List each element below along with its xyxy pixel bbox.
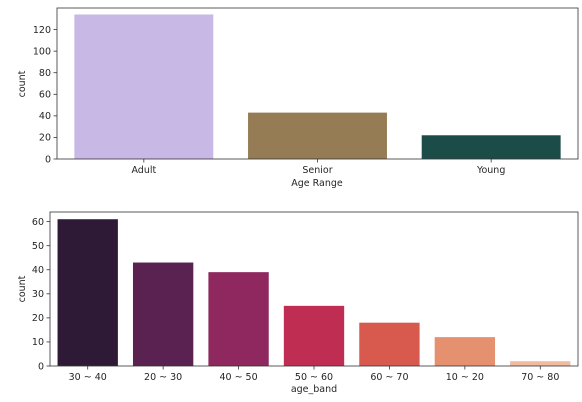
bar [74, 14, 214, 159]
y-tick-label: 0 [45, 154, 51, 165]
bar [421, 135, 561, 159]
bar [208, 272, 269, 366]
y-tick-label: 100 [33, 46, 51, 57]
x-axis-label: Age Range [291, 178, 343, 189]
y-tick-label: 0 [38, 361, 44, 372]
x-tick-label: Senior [302, 165, 332, 176]
y-tick-label: 50 [32, 241, 44, 252]
bar [510, 361, 571, 366]
bar [359, 322, 420, 366]
x-tick-label: Young [476, 165, 505, 176]
bar [434, 337, 496, 366]
bar [283, 305, 345, 366]
x-tick-label: 70 ~ 80 [521, 372, 559, 383]
age-range-chart: Age Range count Adult Senior Young 0 20 40 60 8… [17, 7, 579, 189]
x-tick-label: 40 ~ 50 [219, 372, 257, 383]
x-axis-label: age_band [291, 384, 337, 395]
age-band-chart: age_band count 30 ~ 40 20 ~ 30 40 ~ 50 50 ~… [17, 211, 579, 395]
y-tick-label: 20 [32, 313, 44, 324]
bar [132, 262, 194, 366]
y-tick-label: 30 [32, 289, 44, 300]
x-tick-label: 20 ~ 30 [144, 372, 182, 383]
y-tick-label: 40 [32, 265, 44, 276]
y-tick-label: 80 [39, 68, 51, 79]
bar [57, 219, 118, 366]
y-tick-label: 60 [32, 217, 44, 228]
bar [248, 112, 387, 159]
y-tick-label: 40 [39, 111, 51, 122]
y-axis-label: count [17, 70, 28, 97]
x-tick-label: 50 ~ 60 [295, 372, 333, 383]
x-tick-label: Adult [131, 165, 156, 176]
y-tick-label: 120 [33, 25, 51, 36]
x-tick-label: 60 ~ 70 [370, 372, 408, 383]
y-tick-label: 60 [39, 90, 51, 101]
y-axis-label: count [17, 275, 28, 302]
x-tick-label: 10 ~ 20 [446, 372, 484, 383]
y-tick-label: 10 [32, 337, 44, 348]
x-tick-label: 30 ~ 40 [69, 372, 107, 383]
y-tick-label: 20 [39, 133, 51, 144]
